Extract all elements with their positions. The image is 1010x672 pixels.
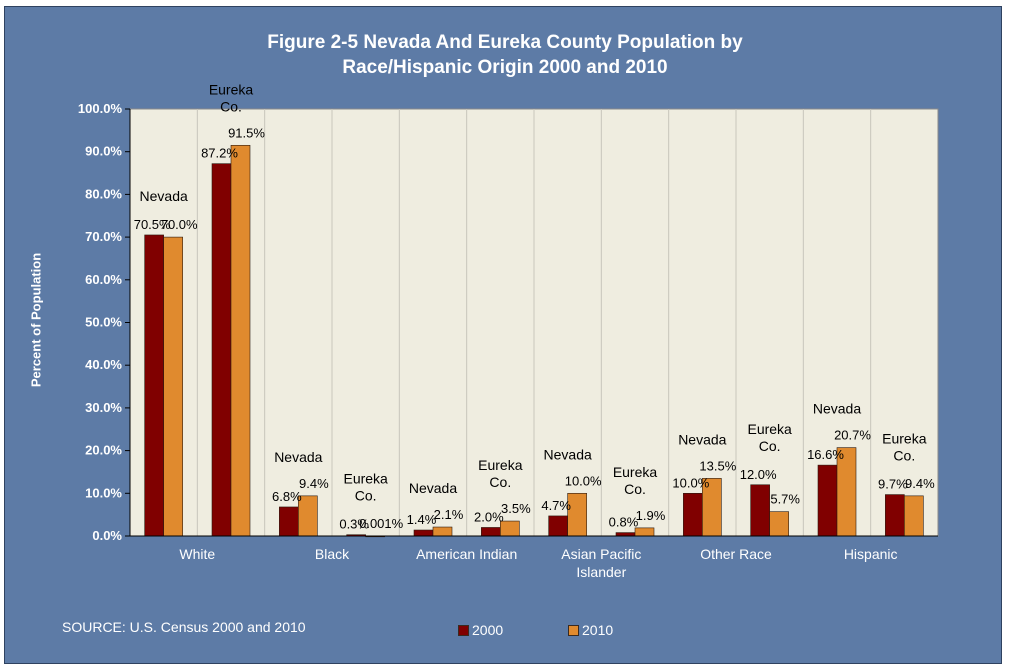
category-label: Asian Pacific xyxy=(561,546,641,562)
category-label: Islander xyxy=(576,564,626,580)
y-tick-label: 10.0% xyxy=(85,485,122,500)
y-tick-label: 50.0% xyxy=(85,315,122,330)
group-label: Co. xyxy=(893,448,915,464)
y-tick-label: 100.0% xyxy=(78,101,123,116)
y-tick-label: 20.0% xyxy=(85,443,122,458)
data-label-2010: 5.7% xyxy=(770,492,800,507)
bar-2000 xyxy=(211,163,232,537)
bar-2010 xyxy=(163,236,183,537)
bar-2000 xyxy=(279,506,299,537)
data-label-2000: 2.0% xyxy=(474,509,504,524)
y-tick-label: 80.0% xyxy=(85,186,122,201)
category-label: Other Race xyxy=(700,546,772,562)
group-label: Co. xyxy=(759,438,781,454)
legend-item-2010: 2010 xyxy=(568,622,613,638)
group-label: Nevada xyxy=(140,188,188,204)
data-label-2000: 9.7% xyxy=(878,477,908,492)
category-label: White xyxy=(179,546,215,562)
group-label: Co. xyxy=(489,474,511,490)
y-tick-label: 90.0% xyxy=(85,144,122,159)
y-tick-label: 40.0% xyxy=(85,357,122,372)
group-label: Eureka xyxy=(747,421,792,437)
y-tick-label: 70.0% xyxy=(85,229,122,244)
data-label-2010: 20.7% xyxy=(834,428,871,443)
group-label: Eureka xyxy=(478,457,523,473)
bar-2000 xyxy=(548,515,568,537)
group-label: Eureka xyxy=(209,81,254,97)
group-label: Co. xyxy=(355,488,377,504)
data-label-2000: 4.7% xyxy=(541,498,571,513)
category-label: Black xyxy=(315,546,350,562)
bar-2000 xyxy=(481,527,501,537)
group-label: Eureka xyxy=(882,431,927,447)
data-label-2010: 91.5% xyxy=(228,125,265,140)
bar-2000 xyxy=(144,234,164,537)
data-label-2010: 2.1% xyxy=(434,507,464,522)
category-label: American Indian xyxy=(416,546,517,562)
group-label: Nevada xyxy=(813,401,861,417)
data-label-2010: 0.001% xyxy=(359,516,404,531)
bar-2000 xyxy=(885,494,905,537)
data-label-2010: 9.4% xyxy=(905,476,935,491)
data-label-2010: 70.0% xyxy=(161,217,198,232)
source-note: SOURCE: U.S. Census 2000 and 2010 xyxy=(62,619,306,635)
data-label-2000: 1.4% xyxy=(407,512,437,527)
group-label: Co. xyxy=(220,98,242,114)
bar-2000 xyxy=(817,464,838,537)
bar-2010 xyxy=(904,495,924,537)
group-label: Nevada xyxy=(678,431,726,447)
y-tick-label: 60.0% xyxy=(85,272,122,287)
group-label: Nevada xyxy=(409,480,457,496)
group-label: Co. xyxy=(624,481,646,497)
data-label-2000: 10.0% xyxy=(672,475,709,490)
data-label-2000: 0.8% xyxy=(609,515,639,530)
group-label: Eureka xyxy=(343,471,388,487)
chart-title-line2: Race/Hispanic Origin 2000 and 2010 xyxy=(342,57,668,78)
legend-label-2010: 2010 xyxy=(582,622,614,638)
data-label-2000: 70.5% xyxy=(134,217,171,232)
bar-2000 xyxy=(413,529,434,537)
bar-chart: 0.0% 10.0% 20.0% 30.0% 40.0% 50.0% 60.0% 70.0% 8… xyxy=(78,81,939,580)
legend-swatch-2010 xyxy=(568,624,579,636)
bar-2000 xyxy=(615,532,636,537)
y-tick-label: 30.0% xyxy=(85,400,122,415)
data-label-2010: 10.0% xyxy=(565,473,602,488)
bar-2000 xyxy=(683,492,703,537)
group-label: Nevada xyxy=(544,446,592,462)
bar-2000 xyxy=(750,484,770,537)
data-label-2000: 0.3% xyxy=(339,517,369,532)
bar-2010 xyxy=(230,144,251,537)
data-label-2010: 3.5% xyxy=(501,501,531,516)
data-label-2000: 16.6% xyxy=(807,447,844,462)
legend-swatch-2000 xyxy=(458,624,469,636)
y-tick-label: 0.0% xyxy=(92,528,122,543)
data-label-2000: 87.2% xyxy=(201,146,238,161)
data-label-2010: 13.5% xyxy=(699,458,736,473)
category-label: Hispanic xyxy=(844,546,898,562)
group-label: Nevada xyxy=(274,449,322,465)
data-label-2010: 1.9% xyxy=(636,508,666,523)
data-label-2000: 6.8% xyxy=(272,489,302,504)
data-label-2000: 12.0% xyxy=(740,467,777,482)
bar-2010 xyxy=(769,511,789,537)
chart-title: Figure 2-5 Nevada And Eureka County Popu… xyxy=(267,32,743,53)
bar-2010 xyxy=(432,526,453,537)
data-label-2010: 9.4% xyxy=(299,476,329,491)
group-label: Eureka xyxy=(613,464,658,480)
legend-item-2000: 2000 xyxy=(458,622,503,638)
legend-label-2000: 2000 xyxy=(472,622,504,638)
